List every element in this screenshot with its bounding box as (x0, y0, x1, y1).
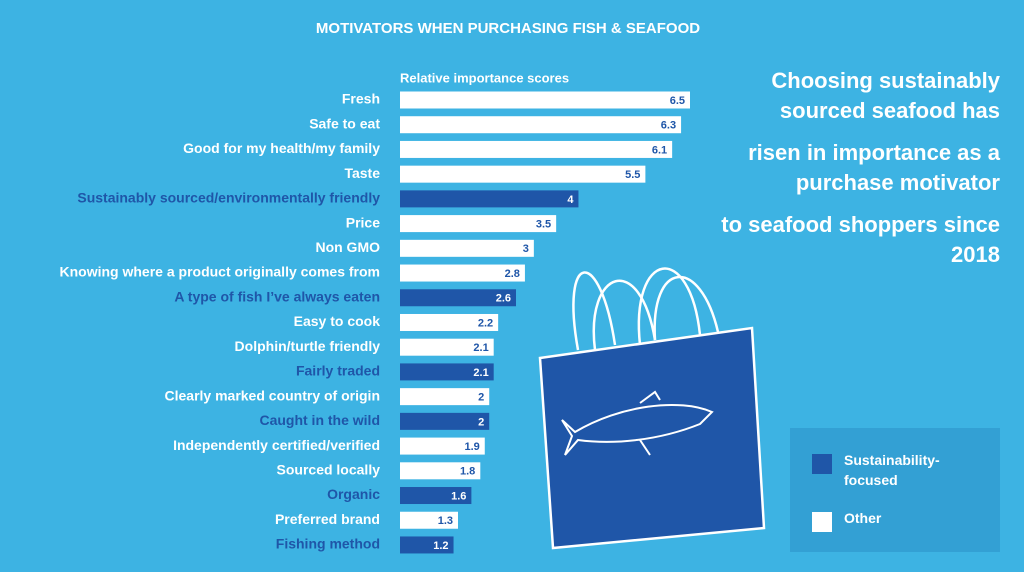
legend-label: Other (844, 510, 882, 526)
legend-item: Sustainability-focused (812, 450, 974, 490)
value-label: 4 (567, 194, 574, 206)
category-label: Sourced locally (277, 462, 381, 478)
bar (400, 511, 458, 529)
category-label: Dolphin/turtle friendly (235, 338, 381, 354)
category-label: Taste (344, 165, 380, 181)
category-label: Knowing where a product originally comes… (60, 264, 381, 280)
category-label: Organic (327, 486, 380, 502)
category-label: Clearly marked country of origin (165, 387, 381, 403)
bar (400, 437, 485, 455)
headline-line: to seafood shoppers since 2018 (721, 212, 1000, 267)
value-label: 1.2 (433, 540, 448, 552)
bar (400, 289, 516, 307)
headline: Choosing sustainably sourced seafood has… (710, 66, 1000, 282)
value-label: 6.5 (670, 95, 685, 107)
value-label: 2.1 (473, 367, 488, 379)
category-label: Fresh (342, 91, 380, 107)
category-label: Preferred brand (275, 511, 380, 527)
category-label: Caught in the wild (259, 412, 380, 428)
bar (400, 116, 682, 134)
category-label: Sustainably sourced/environmentally frie… (77, 190, 380, 206)
legend-label: Sustainability-focused (844, 452, 940, 488)
bar (400, 215, 557, 233)
bar (400, 140, 673, 158)
bar (400, 264, 525, 282)
category-label: Fairly traded (296, 363, 380, 379)
bag-illustration (538, 267, 766, 550)
value-label: 1.3 (438, 515, 453, 527)
category-label: A type of fish I’ve always eaten (174, 288, 380, 304)
value-label: 6.1 (652, 144, 667, 156)
value-label: 1.8 (460, 466, 475, 478)
legend-swatch (812, 454, 832, 474)
bar (400, 388, 490, 406)
category-label: Easy to cook (294, 313, 381, 329)
value-label: 3 (523, 243, 529, 255)
bar (400, 239, 534, 257)
value-label: 2.1 (473, 342, 488, 354)
bar (400, 165, 646, 183)
value-label: 2.2 (478, 317, 493, 329)
value-label: 3.5 (536, 219, 551, 231)
category-label: Fishing method (276, 536, 380, 552)
value-label: 2.6 (496, 293, 511, 305)
headline-line: risen in importance as a purchase motiva… (748, 140, 1000, 195)
category-label: Price (346, 214, 380, 230)
headline-line: Choosing sustainably sourced seafood has (771, 68, 1000, 123)
chart-subtitle: Relative importance scores (400, 70, 569, 85)
value-label: 1.6 (451, 490, 466, 502)
category-label: Non GMO (315, 239, 380, 255)
bar (400, 363, 494, 381)
bar (400, 313, 499, 331)
legend-swatch (812, 512, 832, 532)
category-label: Good for my health/my family (183, 140, 380, 156)
chart-title: MOTIVATORS WHEN PURCHASING FISH & SEAFOO… (316, 20, 700, 37)
bar (400, 536, 454, 554)
value-label: 6.3 (661, 120, 676, 132)
value-label: 2.8 (505, 268, 520, 280)
value-label: 5.5 (625, 169, 640, 181)
legend: Sustainability-focused Other (790, 428, 1000, 552)
value-label: 2 (478, 392, 484, 404)
bar (400, 338, 494, 356)
legend-item: Other (812, 508, 974, 532)
value-label: 2 (478, 416, 484, 428)
category-label: Independently certified/verified (173, 437, 380, 453)
category-label: Safe to eat (309, 115, 380, 131)
bar (400, 462, 481, 480)
value-label: 1.9 (464, 441, 479, 453)
bar (400, 412, 490, 430)
bar (400, 91, 690, 109)
bar (400, 487, 472, 505)
bar (400, 190, 579, 208)
